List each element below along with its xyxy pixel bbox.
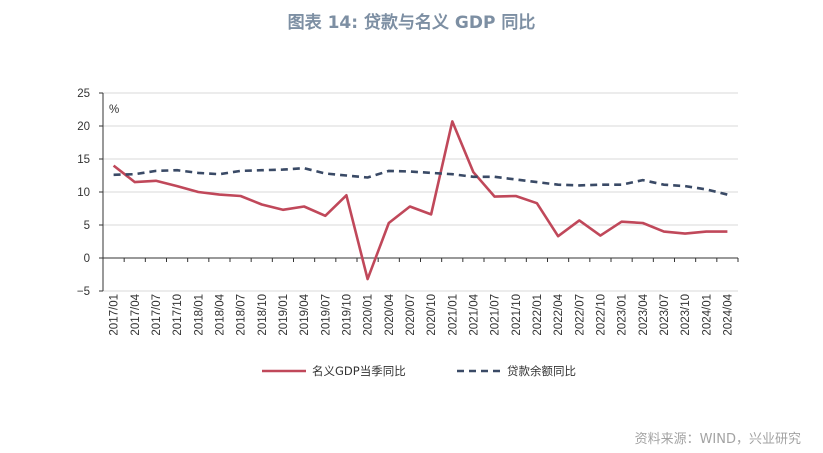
axes — [99, 92, 739, 292]
series-line — [113, 166, 728, 196]
series-line — [112, 120, 728, 281]
x-tick-label: 2018/10 — [257, 294, 269, 336]
y-tick-label: 10 — [77, 187, 90, 199]
x-tick-label: 2023/01 — [617, 294, 629, 336]
x-tick-label: 2018/07 — [236, 294, 248, 336]
chart-title: 图表 14: 贷款与名义 GDP 同比 — [287, 13, 536, 33]
x-tick-label: 2020/01 — [363, 294, 375, 336]
x-tick-label: 2022/01 — [532, 294, 544, 336]
x-tick-label: 2017/01 — [109, 294, 121, 336]
x-tick-label: 2017/07 — [151, 294, 163, 336]
x-tick-label: 2018/01 — [193, 294, 205, 336]
y-tick-label: 25 — [77, 88, 90, 100]
x-tick-label: 2023/04 — [638, 293, 650, 335]
tick-labels: −5 0 5 10 15 20 25% 2017/01 2017/04 2017/07 2017/1… — [77, 88, 735, 336]
x-tick-label: 2018/04 — [214, 293, 226, 335]
x-tick-label: 2024/01 — [701, 294, 713, 336]
series-lines — [112, 120, 728, 281]
y-tick-label: 20 — [77, 121, 90, 133]
y-tick-label: 0 — [84, 253, 90, 265]
y-tick-label: 5 — [84, 220, 90, 232]
x-tick-label: 2020/04 — [384, 293, 396, 335]
unit-label: % — [109, 104, 119, 116]
legend-label: 贷款余额同比 — [507, 364, 576, 378]
y-tick-label: 15 — [77, 154, 90, 166]
y-tick-label: −5 — [77, 286, 90, 298]
legend-label: 名义GDP当季同比 — [312, 364, 406, 378]
x-tick-label: 2019/01 — [278, 294, 290, 336]
x-tick-label: 2023/10 — [680, 294, 692, 336]
x-tick-label: 2019/07 — [320, 294, 332, 336]
x-tick-label: 2022/04 — [553, 293, 565, 335]
x-tick-label: 2017/04 — [130, 293, 142, 335]
x-tick-label: 2020/07 — [405, 294, 417, 336]
gridlines — [103, 92, 738, 292]
x-tick-label: 2019/10 — [341, 294, 353, 336]
source-note: 资料来源：WIND，兴业研究 — [634, 432, 801, 447]
x-tick-label: 2022/07 — [574, 294, 586, 336]
x-tick-label: 2021/01 — [447, 294, 459, 336]
x-tick-label: 2023/07 — [659, 294, 671, 336]
x-tick-label: 2019/04 — [299, 293, 311, 335]
x-tick-label: 2024/04 — [722, 293, 734, 335]
x-tick-label: 2020/10 — [426, 294, 438, 336]
x-tick-label: 2017/10 — [172, 294, 184, 336]
legend: 名义GDP当季同比 贷款余额同比 — [262, 364, 576, 378]
x-tick-label: 2022/10 — [595, 294, 607, 336]
x-tick-label: 2021/10 — [511, 294, 523, 336]
x-tick-label: 2021/04 — [468, 293, 480, 335]
x-tick-label: 2021/07 — [490, 294, 502, 336]
